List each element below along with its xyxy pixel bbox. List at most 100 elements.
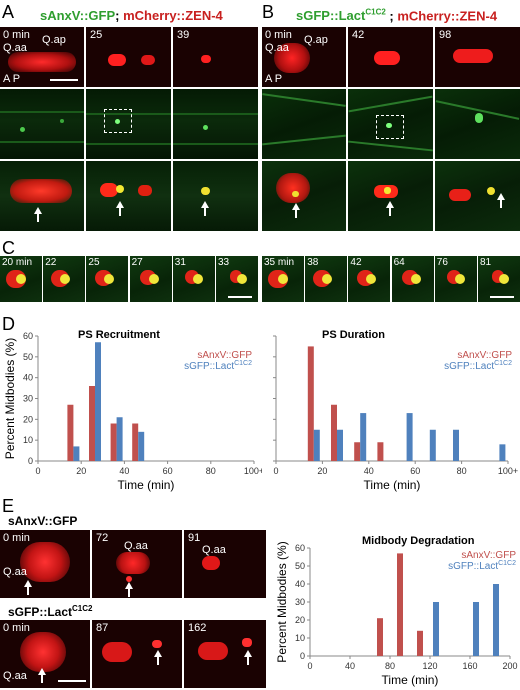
x-tick-label: 20 [76,466,86,476]
bar [493,584,499,656]
y-tick-label: 0 [300,651,305,661]
c-left-time: 27 [131,257,143,268]
y-tick-label: 10 [23,435,33,445]
c-left-scale-bar [228,296,252,298]
b-red-frame-2: 42 [348,27,433,87]
legend-entry: sGFP::LactC1C2 [448,560,516,572]
b-red-frame-3: 98 [435,27,520,87]
c-right-time: 81 [480,257,492,268]
c-right-time: 38 [307,257,319,268]
bar [377,618,383,656]
x-tick-label: 40 [364,466,374,476]
c-left-frame: 33 [216,256,258,302]
title-sep-b: ; [385,8,398,24]
c-right-time: 35 min [264,257,295,268]
c-right-frame: 35 min [262,256,304,302]
x-tick-label: 200 [502,661,517,671]
panel-label-a: A [2,2,15,22]
y-tick-label: 10 [295,633,305,643]
bar [406,413,413,461]
y-tick-label: 50 [23,352,33,362]
bar [397,553,403,656]
panel-b-title: sGFP::LactC1C2 ; mCherry::ZEN-4 [296,8,497,23]
b-merge-frame-3 [435,161,520,231]
bar [354,442,361,461]
legend-entry: sAnxV::GFP [461,550,516,561]
bar [429,429,436,461]
c-left-frame: 31 [172,256,215,302]
bar [110,423,117,461]
lact-label: sGFP::LactC1C2 [296,8,386,24]
e-row2-frame-3: 162 [184,620,266,688]
b-merge-frame-2 [348,161,433,231]
e2-time-0: 0 min [3,622,30,634]
chart-title: PS Recruitment [78,329,160,341]
e-row1-frame-2: 72 Q.aa [92,530,182,598]
b-time-2: 98 [439,29,452,41]
y-tick-label: 20 [23,414,33,424]
e-row2-frame-1: 0 min Q.aa [0,620,90,688]
a-merge-frame-1 [0,161,84,231]
zen4-label: mCherry::ZEN-4 [123,8,223,23]
e2-time-2: 162 [188,622,207,634]
c-left-frame: 20 min [0,256,42,302]
y-tick-label: 30 [295,597,305,607]
a-time-1: 25 [90,29,103,41]
x-tick-label: 0 [273,466,278,476]
a-merge-frame-2 [86,161,171,231]
bar [116,417,123,461]
x-tick-label: 40 [119,466,129,476]
c-strip-left: 20 min 22 25 27 31 33 [0,256,258,302]
panel-label-e: E [2,496,15,516]
c-right-frame: 42 [348,256,391,302]
b-label-qap: Q.ap [304,34,328,46]
x-tick-label: 80 [206,466,216,476]
x-tick-label: 0 [307,661,312,671]
bar [473,602,479,656]
y-tick-label: 30 [23,394,33,404]
panel-label-d: D [2,314,15,334]
legend-entry: sGFP::LactC1C2 [184,360,252,372]
bar [138,431,145,461]
bar [89,386,95,461]
panel-label-b: B [262,2,275,22]
e1-label-0: Q.aa [3,566,27,578]
y-axis-label: Percent Midbodies (%) [3,338,17,459]
bar [73,446,80,461]
bar [67,404,74,461]
e-row1-title: sAnxV::GFP [8,514,78,528]
c-right-frame: 76 [434,256,477,302]
c-left-time: 22 [45,257,57,268]
chart-title: PS Duration [322,329,385,341]
a-label-qap: Q.ap [42,34,66,46]
zen4-label-b: mCherry::ZEN-4 [397,8,498,24]
y-tick-label: 40 [295,579,305,589]
ps-duration-chart: 0 20 40 60 80 100+ PS DurationsAnxV::GFPsGFP::… [273,329,518,492]
c-right-time: 42 [350,257,362,268]
midbody-degradation-chart: 0 10 20 30 40 50 60 0 40 80 120 160 200 Midbody Degra… [275,535,518,687]
y-tick-label: 0 [28,456,33,466]
bar [307,346,314,461]
x-tick-label: 0 [35,466,40,476]
a-time-2: 39 [177,29,190,41]
legend-entry: sAnxV::GFP [197,350,252,361]
x-tick-label: 120 [422,661,437,671]
c-right-frame: 64 [391,256,434,302]
b-green-frame-2 [348,89,433,159]
c-left-frame: 22 [43,256,86,302]
a-red-frame-2: 25 [86,27,171,87]
b-green-frame-3 [435,89,520,159]
bar [331,404,337,461]
a-green-frame-2 [86,89,171,159]
x-tick-label: 100+ [244,466,262,476]
bar [360,413,367,461]
c-right-scale-bar [490,296,514,298]
e-row1-frame-3: 91 Q.aa [184,530,266,598]
a-label-qaa: Q.aa [3,42,27,54]
a-scale-bar [50,79,78,81]
c-right-time: 76 [436,257,448,268]
c-left-frame: 25 [86,256,129,302]
c-right-time: 64 [393,257,405,268]
c-left-time: 31 [174,257,186,268]
c-right-frame: 81 [478,256,520,302]
